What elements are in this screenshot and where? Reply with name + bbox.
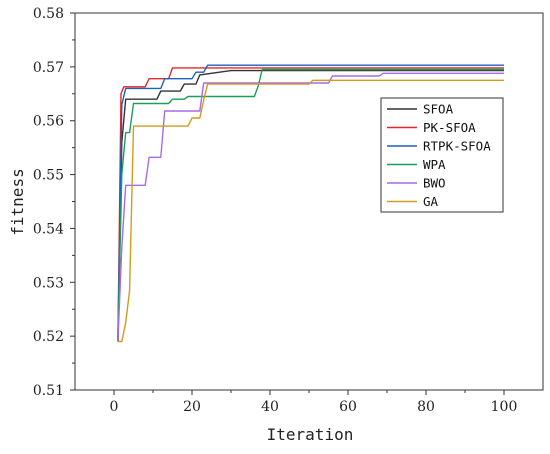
x-tick-label: 100 bbox=[491, 399, 518, 415]
series-line-sfoa bbox=[117, 69, 504, 342]
y-tick-label: 0.58 bbox=[33, 6, 64, 22]
series-line-rtpk-sfoa bbox=[117, 64, 504, 342]
y-tick-label: 0.54 bbox=[33, 221, 64, 237]
y-tick-label: 0.57 bbox=[33, 60, 64, 76]
series-line-ga bbox=[117, 79, 504, 343]
x-tick-label: 0 bbox=[110, 399, 119, 415]
legend: SFOA PK-SFOA RTPK-SFOA WPA BWO GA bbox=[380, 97, 504, 213]
x-tick-label: 40 bbox=[261, 399, 279, 415]
series-lines bbox=[117, 64, 504, 343]
legend-label: SFOA bbox=[423, 102, 454, 117]
y-tick-label: 0.51 bbox=[33, 383, 64, 399]
y-tick-label: 0.55 bbox=[33, 168, 64, 184]
legend-label: PK-SFOA bbox=[423, 120, 476, 135]
x-axis: 0 20 40 60 80 100 bbox=[110, 390, 518, 415]
x-tick-label: 60 bbox=[339, 399, 357, 415]
legend-label: WPA bbox=[423, 157, 446, 172]
series-line-pk-sfoa bbox=[117, 67, 504, 342]
series-line-wpa bbox=[117, 68, 504, 342]
x-axis-title: Iteration bbox=[267, 425, 354, 444]
x-tick-label: 20 bbox=[183, 399, 201, 415]
legend-label: BWO bbox=[423, 176, 446, 191]
legend-label: RTPK-SFOA bbox=[423, 139, 491, 154]
y-tick-label: 0.53 bbox=[33, 275, 64, 291]
y-axis-title: fitness bbox=[8, 168, 27, 235]
series-line-bwo bbox=[117, 72, 504, 342]
y-tick-label: 0.52 bbox=[33, 329, 64, 345]
legend-label: GA bbox=[423, 194, 439, 209]
x-tick-label: 80 bbox=[417, 399, 435, 415]
y-tick-label: 0.56 bbox=[33, 114, 64, 130]
y-axis: 0.51 0.52 0.53 0.54 0.55 0.56 0.57 0.58 bbox=[33, 6, 75, 399]
legend-box bbox=[380, 97, 504, 213]
